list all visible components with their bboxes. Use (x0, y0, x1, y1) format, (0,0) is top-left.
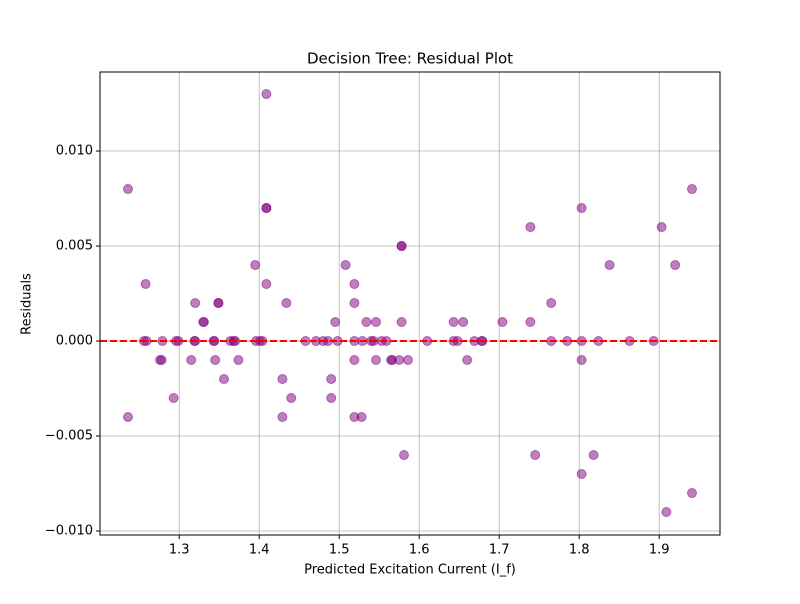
point (213, 298, 224, 309)
point (371, 317, 381, 328)
point (123, 412, 133, 423)
x-tick-label: 1.4 (249, 543, 270, 558)
point (462, 355, 473, 366)
point (330, 317, 341, 328)
point (286, 393, 297, 404)
point (525, 222, 536, 233)
chart-title: Decision Tree: Residual Plot (307, 50, 513, 68)
y-tick-label: −0.010 (45, 524, 93, 539)
point (140, 279, 151, 290)
y-tick-label: 0.010 (56, 144, 93, 159)
point (326, 374, 337, 385)
point (277, 412, 288, 423)
point (399, 450, 409, 461)
point (250, 260, 261, 271)
point (448, 317, 459, 328)
point (219, 374, 229, 385)
point (186, 355, 197, 366)
point (349, 298, 360, 309)
point (670, 260, 681, 271)
point (687, 488, 697, 499)
point (396, 241, 407, 252)
point (210, 355, 221, 366)
point (233, 355, 244, 366)
point (261, 89, 272, 100)
y-axis-label: Residuals (20, 273, 35, 335)
point (123, 184, 133, 195)
point (168, 393, 179, 404)
point (661, 507, 672, 518)
point (277, 374, 288, 385)
point (190, 298, 201, 309)
point (394, 355, 405, 366)
point (326, 393, 337, 404)
point (576, 203, 587, 214)
point (261, 279, 272, 290)
point (525, 317, 536, 328)
point (576, 355, 587, 366)
point (403, 355, 413, 366)
point (604, 260, 615, 271)
point (371, 355, 381, 366)
point (199, 317, 209, 328)
y-tick-label: −0.005 (45, 429, 93, 444)
point (546, 298, 557, 309)
point (497, 317, 508, 328)
point (576, 469, 587, 480)
point (588, 450, 599, 461)
x-tick-label: 1.8 (569, 543, 590, 558)
point (356, 412, 367, 423)
y-tick-label: 0.000 (56, 334, 93, 349)
x-tick-label: 1.3 (169, 543, 190, 558)
point (458, 317, 469, 328)
point (349, 279, 360, 290)
point (396, 317, 407, 328)
point (361, 317, 372, 328)
x-tick-label: 1.5 (329, 543, 350, 558)
x-tick-label: 1.7 (489, 543, 510, 558)
point (687, 184, 697, 195)
point (656, 222, 667, 233)
plot-frame (99, 71, 721, 536)
point (281, 298, 292, 309)
y-tick-label: 0.005 (56, 239, 93, 254)
point (261, 203, 272, 214)
x-tick-label: 1.9 (649, 543, 670, 558)
x-axis-label: Predicted Excitation Current (I_f) (304, 563, 516, 578)
point (340, 260, 351, 271)
point (156, 355, 167, 366)
x-tick-label: 1.6 (409, 543, 430, 558)
point (349, 355, 360, 366)
point (530, 450, 541, 461)
